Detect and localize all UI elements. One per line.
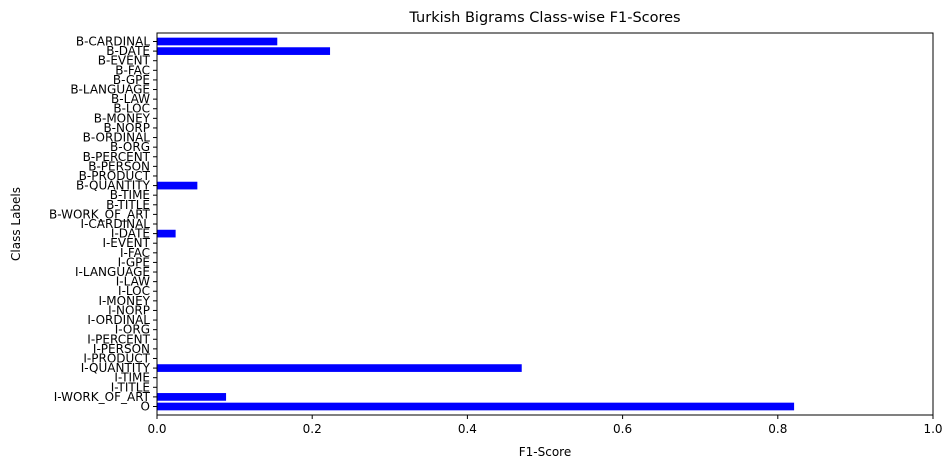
y-tick-label: B-MONEY: [94, 111, 151, 125]
y-tick-label: I-GPE: [118, 255, 150, 269]
y-tick-label: I-MONEY: [98, 294, 150, 308]
y-tick-label: B-PERCENT: [83, 150, 151, 164]
bar-o: [157, 402, 795, 411]
y-tick-label: B-EVENT: [98, 54, 151, 68]
bar-b-cardinal: [157, 37, 278, 46]
x-axis-ticks: 0.0 0.2 0.4 0.6 0.8 1.0: [147, 415, 943, 436]
y-tick-label: O: [141, 400, 150, 414]
x-tick-label: 1.0: [923, 422, 942, 436]
y-axis-ticks: B-CARDINALB-DATEB-EVENTB-FACB-GPEB-LANGU…: [49, 35, 157, 414]
y-tick-label: I-FAC: [120, 246, 150, 260]
x-tick-label: 0.8: [768, 422, 787, 436]
bar-b-date: [157, 47, 331, 55]
y-tick-label: I-PERSON: [93, 342, 150, 356]
y-tick-label: B-GPE: [113, 73, 150, 87]
y-tick-label: I-WORK_OF_ART: [54, 390, 151, 404]
y-tick-label: B-PERSON: [88, 159, 150, 173]
y-tick-label: B-LAW: [111, 92, 150, 106]
y-axis-label: Class Labels: [9, 187, 23, 261]
bar-i-quantity: [157, 364, 522, 372]
x-tick-label: 0.2: [303, 422, 322, 436]
x-axis-label: F1-Score: [519, 445, 571, 459]
x-tick-label: 0.6: [613, 422, 632, 436]
y-tick-label: I-LOC: [118, 284, 150, 298]
y-tick-label: I-ORG: [115, 323, 150, 337]
y-tick-label: I-PERCENT: [87, 332, 150, 346]
y-tick-label: B-CARDINAL: [76, 35, 150, 49]
y-tick-label: I-TITLE: [111, 380, 150, 394]
y-tick-label: I-DATE: [111, 227, 150, 241]
plot-frame: [156, 32, 934, 416]
x-tick-label: 0.0: [147, 422, 166, 436]
y-tick-label: B-ORDINAL: [83, 131, 151, 145]
y-tick-label: B-LANGUAGE: [70, 83, 150, 97]
y-tick-label: I-LANGUAGE: [75, 265, 150, 279]
y-tick-label: I-ORDINAL: [87, 313, 150, 327]
bars-group: [157, 37, 795, 411]
y-tick-label: I-PRODUCT: [83, 351, 150, 365]
bar-i-date: [157, 229, 176, 238]
y-tick-label: B-TIME: [110, 188, 150, 202]
bar-b-quantity: [157, 181, 198, 190]
y-tick-label: B-FAC: [115, 63, 150, 77]
y-tick-label: I-CARDINAL: [81, 217, 151, 231]
y-tick-label: I-TIME: [114, 371, 150, 385]
y-tick-label: B-PRODUCT: [79, 169, 151, 183]
x-tick-label: 0.4: [458, 422, 477, 436]
y-tick-label: B-ORG: [110, 140, 150, 154]
bar-i-work_of_art: [157, 393, 227, 401]
y-tick-label: B-DATE: [106, 44, 150, 58]
chart-title: Turkish Bigrams Class-wise F1-Scores: [408, 10, 680, 26]
y-tick-label: I-NORP: [108, 303, 150, 317]
y-tick-label: B-LOC: [113, 102, 150, 116]
y-tick-label: B-TITLE: [106, 198, 150, 212]
y-tick-label: I-QUANTITY: [81, 361, 151, 375]
y-tick-label: I-LAW: [116, 275, 150, 289]
y-tick-label: B-NORP: [103, 121, 150, 135]
y-tick-label: B-QUANTITY: [76, 179, 151, 193]
y-tick-label: B-WORK_OF_ART: [49, 207, 151, 221]
y-tick-label: I-EVENT: [102, 236, 150, 250]
